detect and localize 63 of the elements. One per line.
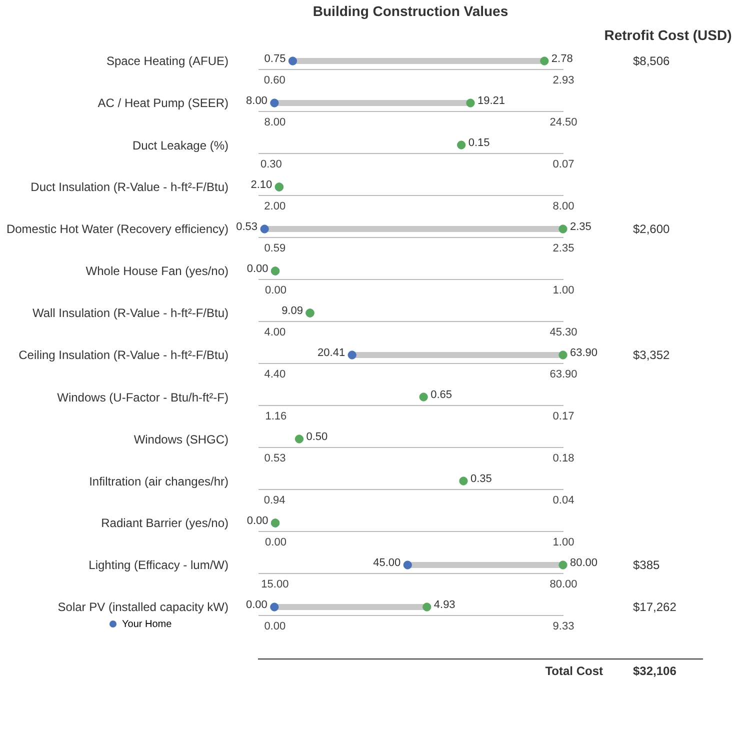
y-tick-label: Infiltration (air changes/hr) [89, 474, 228, 488]
text: $8,506 [633, 54, 670, 68]
data-label: 4.93 [434, 599, 456, 611]
legend-label: Your Home [122, 619, 172, 630]
x-tick-label: 0.59 [264, 242, 286, 254]
x-tick-label: 4.00 [264, 326, 286, 338]
data-label: 0.00 [246, 599, 268, 611]
text: $385 [633, 558, 660, 572]
data-label: 19.21 [477, 95, 506, 107]
text: $32,106 [633, 664, 677, 678]
y-tick-label: Solar PV (installed capacity kW) [58, 600, 228, 614]
x-tick-label: 1.00 [552, 536, 574, 548]
text: $2,600 [633, 222, 670, 236]
y-tick-label: Domestic Hot Water (Recovery efficiency) [6, 222, 228, 236]
data-label: 45.00 [373, 557, 401, 569]
x-tick-label: 9.33 [552, 620, 574, 632]
y-tick-label: Duct Leakage (%) [132, 138, 229, 152]
x-tick-label: 0.07 [552, 158, 574, 170]
x-tick-label: 0.17 [552, 410, 574, 422]
data-label: 9.09 [282, 305, 303, 317]
y2-axis-title: Retrofit Cost (USD) [604, 27, 732, 43]
data-label: 0.53 [236, 221, 258, 233]
data-label: 8.00 [246, 95, 268, 107]
y-tick-label: AC / Heat Pump (SEER) [98, 96, 228, 110]
x-tick-label: 0.30 [260, 158, 282, 170]
y-tick-label: Wall Insulation (R-Value - h-ft²-F/Btu) [32, 306, 228, 320]
x-tick-label: 0.04 [552, 494, 574, 506]
data-label: 0.00 [246, 263, 268, 275]
data-label: 20.41 [318, 347, 346, 359]
x-tick-label: 4.40 [264, 368, 286, 380]
data-label: 2.35 [570, 221, 592, 233]
data-label: 0.50 [306, 431, 328, 443]
y-tick-label: Lighting (Efficacy - lum/W) [88, 558, 228, 572]
y-tick-label: Space Heating (AFUE) [106, 54, 228, 68]
x-tick-label: 45.30 [550, 326, 578, 338]
y-tick-label: Windows (U-Factor - Btu/h-ft²-F) [57, 390, 228, 404]
x-tick-label: 24.50 [550, 116, 578, 128]
x-tick-label: 0.60 [264, 74, 286, 86]
data-label: 2.78 [551, 53, 573, 65]
data-label: 0.35 [470, 473, 492, 485]
data-label: 63.90 [570, 347, 598, 359]
y-tick-label: Ceiling Insulation (R-Value - h-ft²-F/Btu) [18, 348, 228, 362]
x-tick-label: 0.94 [264, 494, 286, 506]
y-tick-label: Radiant Barrier (yes/no) [101, 516, 228, 530]
data-label: 2.10 [250, 179, 272, 191]
text: $17,262 [633, 600, 677, 614]
x-tick-label: 15.00 [261, 578, 289, 590]
text: Total Cost [545, 664, 603, 678]
y-tick-label: Windows (SHGC) [134, 432, 228, 446]
text: $3,352 [633, 348, 670, 362]
data-label: 80.00 [570, 557, 598, 569]
x-tick-label: 2.00 [264, 200, 286, 212]
data-label: 0.15 [468, 137, 490, 149]
y-tick-label: Duct Insulation (R-Value - h-ft²-F/Btu) [30, 180, 228, 194]
x-tick-label: 1.00 [552, 284, 574, 296]
x-tick-label: 0.18 [552, 452, 574, 464]
data-label: 0.65 [430, 389, 452, 401]
y-tick-label: Whole House Fan (yes/no) [86, 264, 228, 278]
chart-title: Building Construction Values [312, 3, 508, 19]
data-label: 0.75 [264, 53, 286, 65]
x-tick-label: 2.93 [552, 74, 574, 86]
x-tick-label: 1.16 [265, 410, 287, 422]
data-label: 0.00 [246, 515, 268, 527]
